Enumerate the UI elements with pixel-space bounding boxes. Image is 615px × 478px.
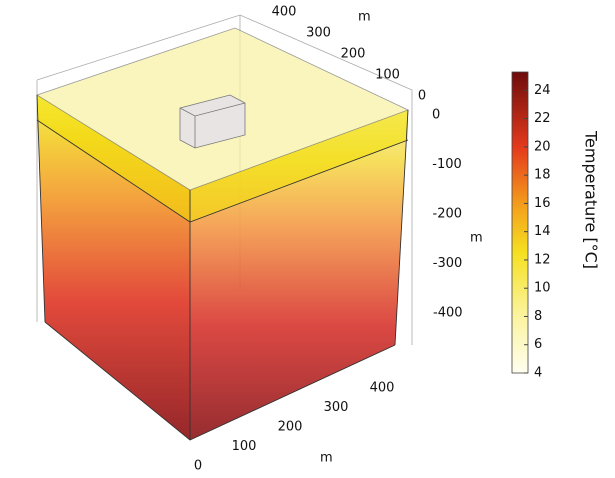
colorbar-tick-label: 8: [534, 309, 542, 324]
x-tick-label: 0: [194, 459, 202, 474]
x-tick-label: 100: [232, 439, 257, 454]
y-unit: m: [358, 10, 371, 25]
colorbar-title: Temperature [°C]: [582, 130, 601, 269]
y-tick-label: 400: [272, 5, 297, 20]
x-tick-label: 400: [370, 381, 395, 396]
colorbar-tick-label: 14: [534, 224, 551, 239]
y-tick-label: 300: [306, 26, 331, 41]
yellow-layer: [37, 95, 408, 222]
colorbar-tick-label: 24: [534, 83, 551, 98]
z-tick-label: -400: [433, 306, 463, 321]
y-tick-label: 100: [375, 68, 400, 83]
y-tick-label: 200: [341, 47, 366, 62]
colorbar-tick-label: 18: [534, 168, 551, 183]
colorbar-tick-label: 12: [534, 252, 551, 267]
z-unit: m: [470, 231, 483, 246]
box-edges: [36, 94, 409, 441]
colorbar-tick-label: 4: [534, 366, 542, 381]
z-tick-label: 0: [432, 108, 440, 123]
colorbar: [511, 71, 529, 374]
colorbar-tick-label: 6: [534, 337, 542, 352]
z-tick-label: -100: [432, 157, 462, 172]
colorbar-tick-label: 16: [534, 196, 551, 211]
colorbar-tick-label: 20: [534, 139, 551, 154]
y-tick-label: 0: [418, 89, 426, 104]
colorbar-tick-label: 10: [534, 281, 551, 296]
x-tick-label: 200: [278, 420, 303, 435]
z-tick-label: -200: [433, 207, 463, 222]
x-tick-label: 300: [324, 400, 349, 415]
building: [179, 94, 246, 149]
x-unit: m: [320, 451, 333, 466]
z-tick-label: -300: [433, 256, 463, 271]
colorbar-tick-label: 22: [534, 111, 551, 126]
